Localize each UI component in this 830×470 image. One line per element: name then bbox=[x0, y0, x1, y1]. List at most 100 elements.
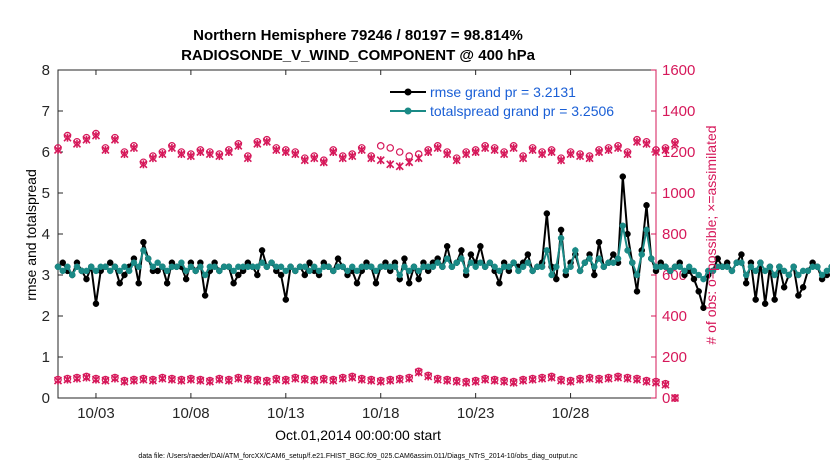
obs-assimilated-marker bbox=[148, 154, 157, 163]
obs-assimilated-marker bbox=[338, 154, 347, 163]
obs-assimilated-marker bbox=[632, 375, 642, 384]
rmse-marker bbox=[700, 304, 707, 312]
obs-assimilated-marker bbox=[91, 375, 101, 384]
rmse-marker bbox=[742, 279, 750, 287]
obs-assimilated-marker bbox=[224, 147, 233, 157]
obs-assimilated-marker bbox=[519, 376, 528, 385]
obs-assimilated-marker bbox=[547, 147, 556, 157]
obs-assimilated-marker bbox=[319, 375, 328, 384]
rmse-marker bbox=[353, 279, 361, 287]
obs-assimilated-marker bbox=[376, 377, 385, 386]
rmse-marker bbox=[201, 292, 209, 299]
rmse-marker bbox=[795, 292, 802, 299]
y-tick-label-left: 0 bbox=[42, 390, 50, 407]
totalspread-marker bbox=[178, 259, 185, 266]
totalspread-marker bbox=[614, 255, 622, 262]
rmse-marker bbox=[591, 271, 598, 279]
y-tick-label-left: 1 bbox=[42, 349, 50, 366]
obs-assimilated-marker bbox=[433, 143, 442, 152]
totalspread-marker bbox=[785, 271, 793, 279]
rmse-marker bbox=[121, 271, 128, 279]
totalspread-marker bbox=[453, 259, 460, 266]
totalspread-marker bbox=[519, 263, 527, 271]
totalspread-marker bbox=[823, 267, 830, 275]
totalspread-marker bbox=[230, 267, 237, 275]
obs-assimilated-marker bbox=[386, 376, 395, 385]
totalspread-marker bbox=[780, 267, 788, 275]
obs-assimilated-marker bbox=[547, 373, 556, 382]
obs-assimilated-marker bbox=[575, 152, 585, 161]
obs-assimilated-marker bbox=[196, 147, 205, 157]
totalspread-marker bbox=[135, 263, 142, 271]
obs-assimilated-marker bbox=[101, 145, 110, 155]
obs-assimilated-marker bbox=[661, 380, 670, 389]
totalspread-marker bbox=[59, 267, 66, 275]
totalspread-marker bbox=[557, 234, 565, 242]
rmse-marker bbox=[477, 243, 484, 250]
totalspread-marker bbox=[619, 222, 627, 230]
totalspread-marker bbox=[776, 263, 783, 271]
rmse-marker bbox=[334, 255, 342, 262]
obs-assimilated-marker bbox=[129, 376, 139, 385]
totalspread-marker bbox=[648, 255, 655, 262]
obs-assimilated-marker bbox=[205, 377, 214, 386]
rmse-marker bbox=[557, 226, 565, 234]
obs-assimilated-marker bbox=[528, 375, 537, 384]
totalspread-marker bbox=[254, 263, 261, 271]
totalspread-marker bbox=[477, 259, 484, 266]
totalspread-marker bbox=[154, 259, 161, 266]
obs-assimilated-marker bbox=[272, 145, 281, 155]
obs-assimilated-marker bbox=[651, 378, 661, 387]
rmse-marker bbox=[695, 288, 702, 295]
x-tick-label: 10/28 bbox=[552, 405, 590, 422]
obs-assimilated-marker bbox=[291, 149, 300, 159]
rmse-marker bbox=[690, 275, 698, 283]
rmse-marker bbox=[780, 284, 788, 291]
totalspread-marker bbox=[553, 263, 560, 271]
rmse-marker bbox=[92, 300, 100, 307]
obs-assimilated-marker bbox=[224, 376, 233, 385]
obs-assimilated-marker bbox=[300, 156, 309, 165]
y-tick-label-left: 2 bbox=[42, 308, 50, 325]
obs-assimilated-marker bbox=[604, 374, 613, 383]
totalspread-marker bbox=[505, 263, 513, 271]
rmse-marker bbox=[799, 284, 807, 291]
obs-assimilated-marker bbox=[519, 154, 528, 163]
obs-assimilated-marker bbox=[177, 149, 186, 159]
totalspread-marker bbox=[344, 267, 351, 275]
y-tick-label-right: 1600 bbox=[662, 62, 695, 79]
totalspread-marker bbox=[306, 267, 313, 275]
totalspread-marker bbox=[292, 267, 299, 275]
obs-assimilated-marker bbox=[613, 143, 623, 152]
obs-assimilated-marker bbox=[585, 374, 594, 383]
y-axis-label-right: # of obs: o=possible; ×=assimilated bbox=[703, 125, 719, 344]
totalspread-marker bbox=[685, 263, 693, 271]
totalspread-marker bbox=[434, 259, 441, 266]
obs-assimilated-marker bbox=[53, 376, 63, 385]
rmse-marker bbox=[524, 251, 532, 258]
obs-assimilated-marker bbox=[566, 377, 575, 386]
totalspread-marker bbox=[87, 263, 95, 271]
totalspread-marker bbox=[140, 247, 147, 254]
totalspread-marker bbox=[106, 267, 114, 275]
obs-assimilated-marker bbox=[594, 375, 604, 384]
obs-assimilated-marker bbox=[215, 375, 224, 384]
obs-assimilated-marker bbox=[253, 139, 262, 148]
legend-marker bbox=[404, 107, 412, 115]
rmse-marker bbox=[106, 259, 114, 266]
obs-assimilated-marker bbox=[91, 131, 101, 140]
obs-assimilated-marker bbox=[196, 376, 205, 385]
x-tick-label: 10/18 bbox=[362, 405, 400, 422]
rmse-marker bbox=[752, 296, 759, 303]
obs-assimilated-marker bbox=[613, 373, 623, 382]
obs-assimilated-marker bbox=[357, 375, 366, 384]
obs-assimilated-marker bbox=[575, 375, 585, 384]
totalspread-marker bbox=[481, 263, 489, 271]
totalspread-marker bbox=[448, 263, 456, 271]
totalspread-marker bbox=[633, 271, 641, 279]
totalspread-marker bbox=[349, 263, 356, 271]
obs-assimilated-marker bbox=[661, 145, 670, 155]
totalspread-marker bbox=[510, 259, 517, 266]
plot-area: 0123456780200400600800100012001400160010… bbox=[42, 62, 830, 422]
